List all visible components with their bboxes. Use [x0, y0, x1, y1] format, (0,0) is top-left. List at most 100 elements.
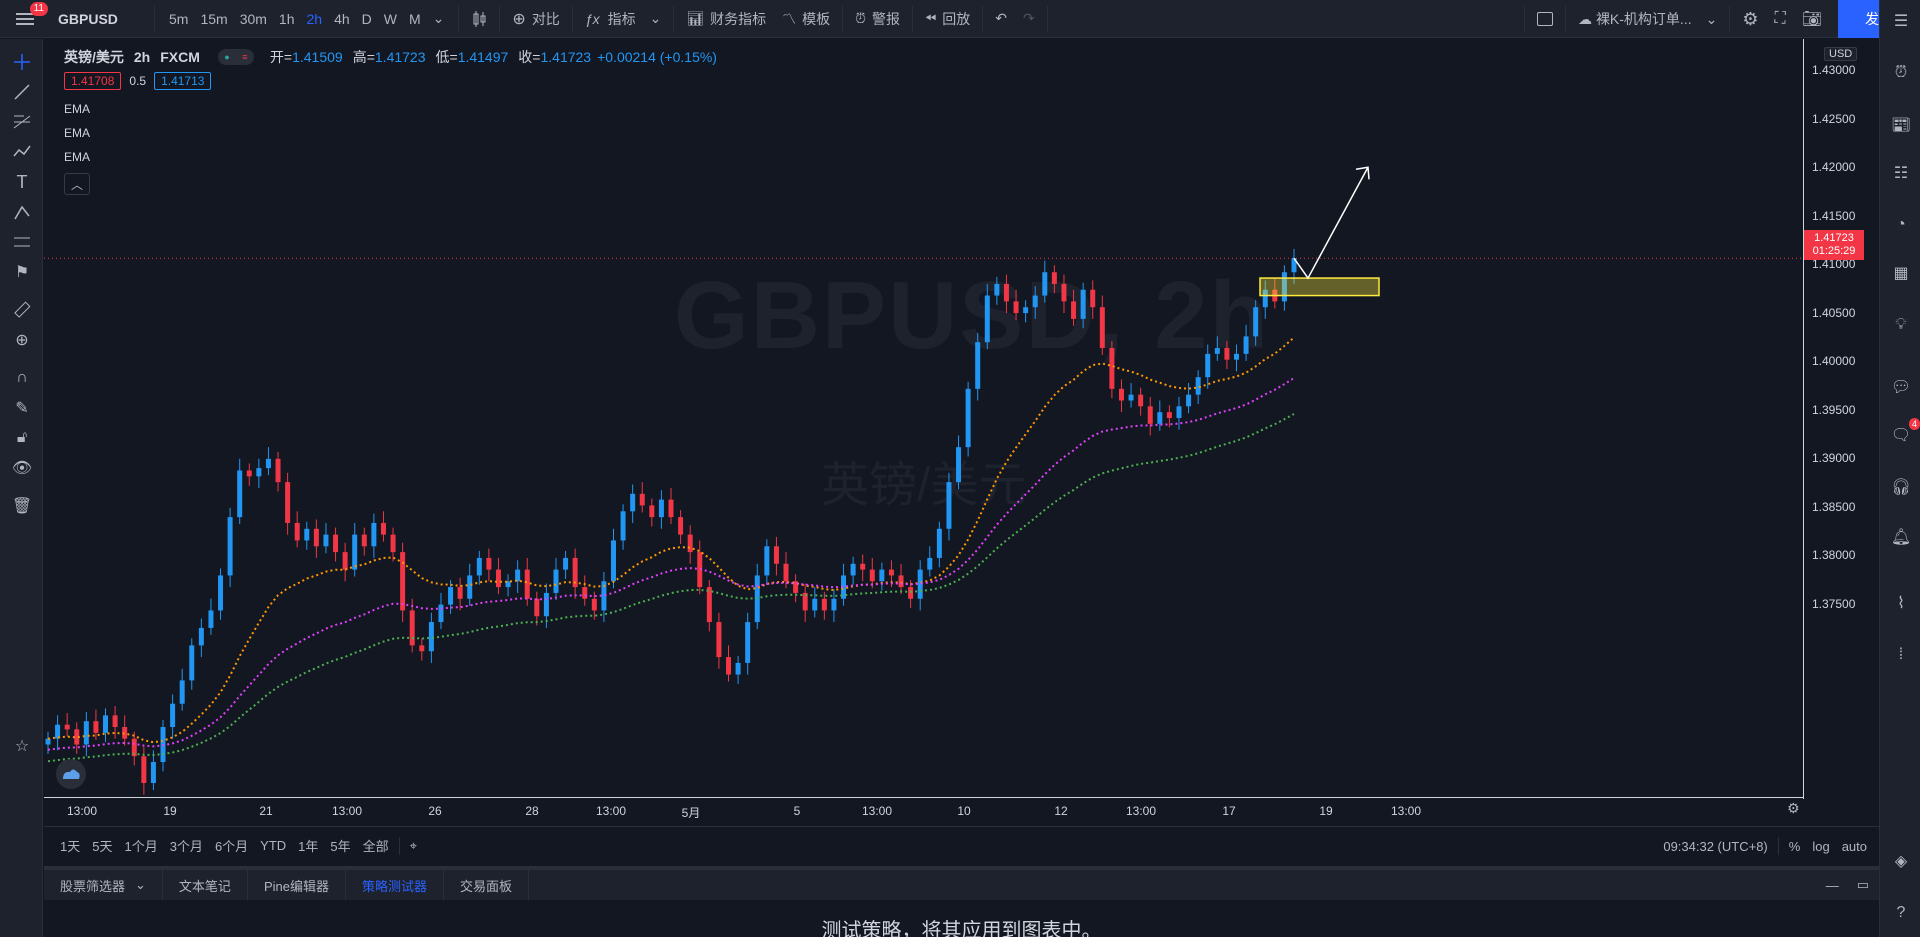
scale-settings-icon[interactable]: ⚙: [1787, 800, 1800, 816]
interval-5m[interactable]: 5m: [169, 10, 189, 27]
prediction-icon[interactable]: [9, 199, 35, 225]
pattern-icon[interactable]: [9, 139, 35, 165]
interval-2h[interactable]: 2h: [306, 10, 323, 27]
support-zone-rectangle[interactable]: [1259, 277, 1380, 297]
interval-15m[interactable]: 15m: [200, 10, 228, 27]
magnet-icon[interactable]: ∩: [16, 369, 28, 386]
price-scale[interactable]: USD 1.43000 1.42500 1.42000 1.41500 1.41000 1…: [1803, 39, 1879, 799]
redo-button[interactable]: ↷: [1015, 0, 1043, 38]
tab-text-notes[interactable]: 文本笔记: [163, 870, 248, 900]
range-3m[interactable]: 3个月: [169, 839, 203, 854]
clock-display[interactable]: 09:34:32 (UTC+8): [1663, 838, 1768, 854]
range-5y[interactable]: 5年: [330, 839, 351, 854]
settings-button[interactable]: ⚙: [1734, 0, 1766, 38]
compare-button[interactable]: ⊕ 对比: [504, 0, 567, 38]
range-1m[interactable]: 1个月: [124, 839, 158, 854]
hotlist-icon[interactable]: ◔: [1896, 216, 1906, 233]
buy-button[interactable]: 1.41713: [154, 72, 212, 90]
financials-button[interactable]: 📊︎ 财务指标: [678, 0, 774, 38]
percent-toggle[interactable]: %: [1788, 838, 1801, 854]
symbol-search-button[interactable]: GBPUSD: [58, 10, 118, 27]
support-icon[interactable]: 🎧︎: [1890, 479, 1912, 496]
ema-line-3[interactable]: [47, 413, 1295, 763]
price-chart[interactable]: [44, 39, 1803, 797]
templates-button[interactable]: 〽 模板: [774, 0, 838, 38]
eye-icon[interactable]: 👁︎: [11, 460, 33, 477]
range-6m[interactable]: 6个月: [214, 839, 249, 854]
crosshair-icon[interactable]: [9, 49, 35, 75]
range-all[interactable]: 全部: [362, 839, 389, 854]
ideas-stream-icon[interactable]: 🗨︎ 4: [1888, 418, 1920, 448]
interval-m[interactable]: M: [409, 10, 421, 27]
time-axis[interactable]: 13:00 19 21 13:00 26 28 13:00 5月 5 13:00 10 12 13:00…: [44, 797, 1803, 825]
news-icon[interactable]: 📰︎: [1890, 117, 1912, 134]
snapshot-button[interactable]: 📷︎: [1794, 0, 1830, 38]
interval-1h[interactable]: 1h: [278, 10, 295, 27]
tradingview-logo-icon[interactable]: [56, 759, 86, 789]
undo-button[interactable]: ↶: [987, 0, 1015, 38]
chevron-down-icon[interactable]: ⌄: [432, 10, 445, 26]
interval-30m[interactable]: 30m: [239, 10, 267, 27]
dom-icon[interactable]: ⁞: [1898, 646, 1904, 663]
market-status-toggle[interactable]: ● ≡: [217, 49, 254, 65]
minimize-icon[interactable]: —: [1825, 877, 1839, 893]
data-window-icon[interactable]: ☷: [1893, 165, 1909, 182]
trash-icon[interactable]: 🗑︎: [11, 498, 33, 515]
interval-4h[interactable]: 4h: [334, 10, 350, 27]
ema-line-2[interactable]: [47, 377, 1295, 751]
tab-strategy-tester[interactable]: 策略测试器: [346, 870, 444, 900]
lightbulb-icon[interactable]: 💡︎: [1895, 316, 1907, 333]
goto-date-icon[interactable]: ⌖: [409, 837, 417, 853]
range-ytd[interactable]: YTD: [260, 838, 287, 853]
ruler-icon[interactable]: [9, 297, 35, 323]
pencil-lock-icon[interactable]: ✎: [15, 400, 29, 417]
range-5d[interactable]: 5天: [92, 839, 113, 854]
fib-icon[interactable]: [9, 109, 35, 135]
help-icon[interactable]: ?: [1896, 904, 1906, 921]
main-menu-button[interactable]: 11: [0, 0, 50, 38]
ema-line-1[interactable]: [47, 336, 1295, 744]
calendar-icon[interactable]: ▦: [1893, 265, 1909, 282]
trend-line-icon[interactable]: [9, 79, 35, 105]
layout-select-button[interactable]: [1529, 0, 1561, 38]
watchlist-icon[interactable]: ☰: [1893, 13, 1909, 30]
chat-icon[interactable]: 💬︎: [1890, 379, 1912, 396]
collapse-legend-button[interactable]: ︿: [64, 173, 90, 195]
range-1d[interactable]: 1天: [60, 839, 81, 854]
zoom-icon[interactable]: ⊕: [15, 332, 29, 349]
tab-trading-panel[interactable]: 交易面板: [444, 870, 529, 900]
range-1y[interactable]: 1年: [298, 839, 319, 854]
maximize-icon[interactable]: ▭: [1856, 877, 1869, 892]
flag-icon[interactable]: ⚑: [14, 264, 30, 281]
text-tool-icon[interactable]: T: [16, 171, 28, 192]
alert-button[interactable]: ⏰︎ 警报: [847, 0, 908, 38]
ema-legend-1[interactable]: EMA: [64, 102, 91, 116]
star-icon[interactable]: ☆: [14, 738, 30, 755]
tab-stock-screener[interactable]: 股票筛选器 ⌄: [44, 870, 163, 900]
auto-toggle[interactable]: auto: [1841, 838, 1867, 854]
sell-button[interactable]: 1.41708: [64, 72, 122, 90]
currency-label[interactable]: USD: [1824, 47, 1858, 61]
alerts-icon[interactable]: ⏰︎: [1894, 64, 1908, 81]
chart-type-button[interactable]: [463, 0, 495, 38]
trading-icon[interactable]: ⌇: [1897, 595, 1905, 612]
layers-icon[interactable]: ◈: [1894, 853, 1908, 870]
arrow-drawing[interactable]: [1293, 166, 1369, 280]
indicators-button[interactable]: ƒx 指标 ⌄: [577, 0, 670, 38]
replay-button[interactable]: ⏪︎ 回放: [917, 0, 978, 38]
ema-legend-3[interactable]: EMA: [64, 150, 91, 164]
ema-legend-2[interactable]: EMA: [64, 126, 91, 140]
lock-icon[interactable]: 🔓︎: [16, 429, 28, 446]
notifications-bell-icon[interactable]: 🔔︎: [1890, 529, 1912, 546]
log-toggle[interactable]: log: [1812, 838, 1830, 854]
measure-icon[interactable]: [9, 229, 35, 255]
interval-d[interactable]: D: [361, 10, 372, 27]
tab-pine-editor[interactable]: Pine编辑器: [248, 870, 346, 900]
chart-pane[interactable]: GBPUSD, 2h 英镑/美元 英镑/美元 2h FXCM ● ≡ 开= 1.41…: [44, 39, 1879, 826]
symbol-name[interactable]: 英镑/美元: [64, 49, 124, 65]
saved-layout-button[interactable]: ☁ 裸K-机构订单... ⌄: [1570, 0, 1725, 38]
template-icon: 〽: [782, 10, 797, 27]
chevron-down-icon: ⌄: [135, 877, 146, 892]
fullscreen-button[interactable]: ⛶: [1766, 0, 1793, 38]
interval-w[interactable]: W: [383, 10, 397, 27]
